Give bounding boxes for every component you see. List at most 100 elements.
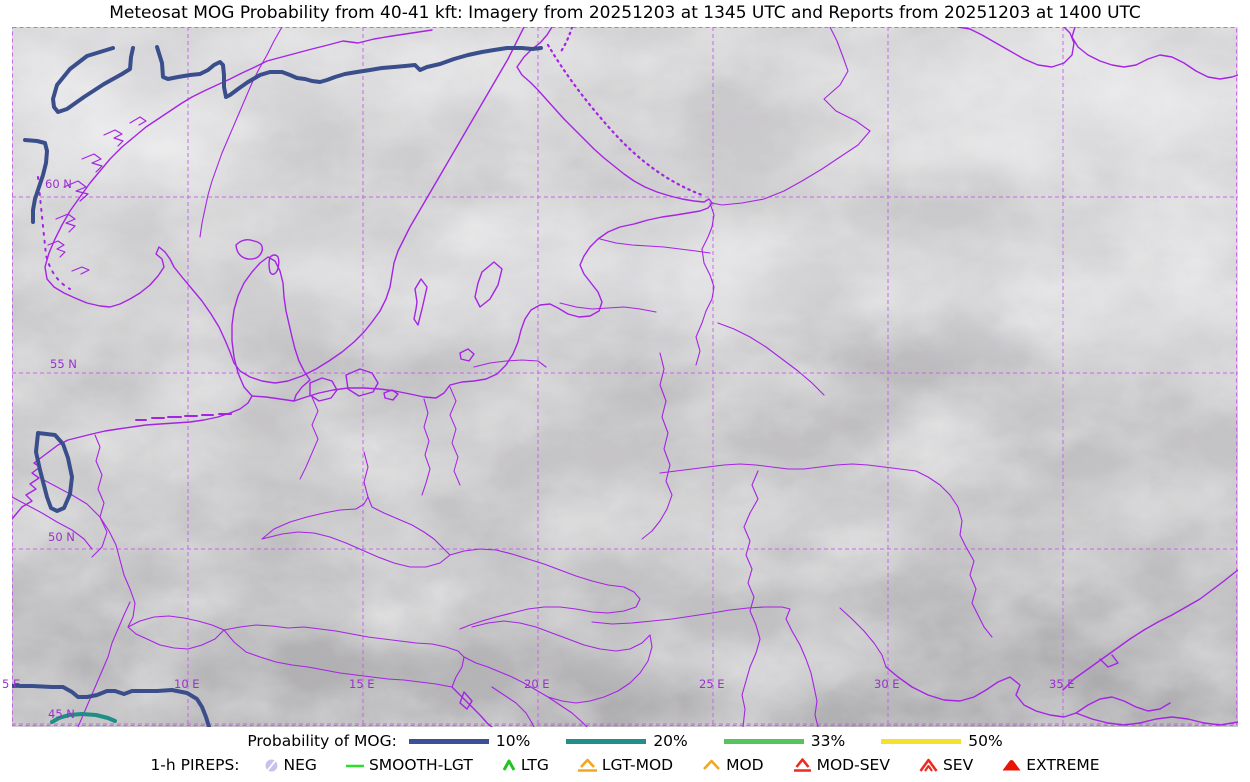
ltg-caret-icon xyxy=(502,759,516,771)
legend-item-sev: SEV xyxy=(917,756,973,774)
legend-item-prob-33: 33% xyxy=(722,732,845,750)
scandinavia-coast xyxy=(44,27,525,384)
prob-10-label: 10% xyxy=(495,732,531,750)
lat-label-60n: 60 N xyxy=(45,177,72,191)
blacksea-nw-coast xyxy=(885,666,1171,718)
satellite-map: 60 N 55 N 50 N 45 N 5 E 10 E 15 E 20 E 2… xyxy=(2,27,1238,727)
map-overlay-svg xyxy=(12,27,1238,727)
hungary-borders xyxy=(471,620,653,704)
estonia-russia-peipus xyxy=(695,202,715,366)
contour-20-alps-arc xyxy=(50,712,117,724)
legend-item-ltg: LTG xyxy=(500,756,549,774)
france-italy-border xyxy=(77,601,131,727)
prob-33-line-icon xyxy=(723,738,804,744)
prob-20-label: 20% xyxy=(653,732,688,750)
ukraine-romania-border xyxy=(591,606,819,727)
sev-label: SEV xyxy=(942,756,974,774)
mod-caret-icon xyxy=(703,759,721,770)
legend-item-prob-20: 20% xyxy=(564,732,688,750)
estonia-latvia-border xyxy=(599,238,711,254)
austria-borders xyxy=(223,624,465,688)
smooth-lgt-line-icon xyxy=(345,764,364,767)
legend-item-prob-10: 10% xyxy=(407,732,530,750)
page-title: Meteosat MOG Probability from 40-41 kft:… xyxy=(109,3,1141,23)
lon-label-20e: 20 E xyxy=(524,677,550,691)
lon-label-35e: 35 E xyxy=(1049,677,1075,691)
sev-double-caret-icon xyxy=(919,758,938,772)
pireps-row-label: 1-h PIREPS: xyxy=(150,756,240,774)
danish-islands xyxy=(309,348,475,402)
switzerland xyxy=(127,615,225,650)
lon-label-15e: 15 E xyxy=(349,677,375,691)
mod-sev-label: MOD-SEV xyxy=(816,756,890,774)
finland-baltic-coast xyxy=(293,27,713,402)
lon-label-25e: 25 E xyxy=(699,677,725,691)
slovenia-croatia xyxy=(463,656,588,727)
azov-coast xyxy=(1062,569,1238,726)
lake-vanern xyxy=(235,238,280,275)
coastlines-borders xyxy=(12,27,1238,727)
slovakia-borders xyxy=(449,548,641,630)
contour-10-long-line xyxy=(155,45,543,99)
rhine-border xyxy=(99,516,136,628)
lon-label-30e: 30 E xyxy=(874,677,900,691)
contour-10-norway-hook xyxy=(51,46,135,114)
neg-null-circle-icon xyxy=(265,759,278,771)
de-pl-border-oder xyxy=(363,398,431,498)
jutland xyxy=(231,256,311,402)
contour-10-netherlands-loop xyxy=(34,431,74,513)
lat-label-45n: 45 N xyxy=(48,707,75,721)
lgt-mod-label: LGT-MOD xyxy=(601,756,674,774)
legend-pireps-row: 1-h PIREPS: NEG SMOOTH-LGT LTG xyxy=(0,753,1250,777)
norway-sweden-border xyxy=(199,27,283,238)
oland-gotland xyxy=(413,261,503,326)
prob-33-label: 33% xyxy=(810,732,846,750)
lithuania-poland-border xyxy=(473,359,547,368)
mod-label: MOD xyxy=(726,756,764,774)
finland-russia-border xyxy=(711,27,871,206)
ne-russia-coast xyxy=(1071,27,1238,80)
legend-item-neg: NEG xyxy=(262,756,317,774)
legend-item-mod: MOD xyxy=(700,756,764,774)
belarus-russia-border xyxy=(717,322,825,396)
mog-contour-20pct xyxy=(50,712,117,724)
smooth-lgt-label: SMOOTH-LGT xyxy=(368,756,473,774)
belgium-borders xyxy=(12,478,108,558)
lat-label-55n: 55 N xyxy=(50,357,77,371)
frisian-islands xyxy=(135,413,232,421)
archipelago-speckles xyxy=(546,27,704,197)
extreme-label: EXTREME xyxy=(1026,756,1100,774)
dnieper-river xyxy=(741,470,761,727)
nl-de-border xyxy=(94,434,105,518)
legend-item-lgt-mod: LGT-MOD xyxy=(576,756,673,774)
contour-10-alps xyxy=(12,684,211,727)
contour-10-norway-coast xyxy=(23,138,49,224)
lgt-mod-caret-line-icon xyxy=(577,758,597,772)
cloud-texture xyxy=(12,27,1238,727)
legend-item-extreme: EXTREME xyxy=(1000,756,1100,774)
lake-ladoga xyxy=(957,27,1075,68)
prob-20-line-icon xyxy=(566,738,647,744)
lon-label-10e: 10 E xyxy=(174,677,200,691)
ltg-label: LTG xyxy=(520,756,549,774)
legend: Probability of MOG: 10% 20% 33% xyxy=(0,729,1250,777)
prob-50-label: 50% xyxy=(968,732,1003,750)
latvia-lithuania-border xyxy=(559,302,657,313)
mog-contour-10pct xyxy=(12,45,543,727)
extreme-filled-triangle-icon xyxy=(1002,759,1021,770)
legend-item-mod-sev: MOD-SEV xyxy=(791,756,890,774)
poland-east-border xyxy=(641,352,673,540)
vistula-elbe-rivers xyxy=(299,386,461,486)
russia-ukraine-border xyxy=(915,470,993,638)
mod-sev-caret-line-icon xyxy=(793,757,811,772)
lat-label-50n: 50 N xyxy=(48,530,75,544)
prob-10-line-icon xyxy=(408,738,489,744)
moldova-border xyxy=(839,607,887,668)
legend-probability-row: Probability of MOG: 10% 20% 33% xyxy=(0,729,1250,753)
lon-label-5e: 5 E xyxy=(2,677,21,691)
legend-item-prob-50: 50% xyxy=(879,732,1003,750)
probability-row-label: Probability of MOG: xyxy=(247,732,397,750)
northsea-coast xyxy=(12,395,253,520)
belarus-ukraine-border xyxy=(659,463,917,474)
